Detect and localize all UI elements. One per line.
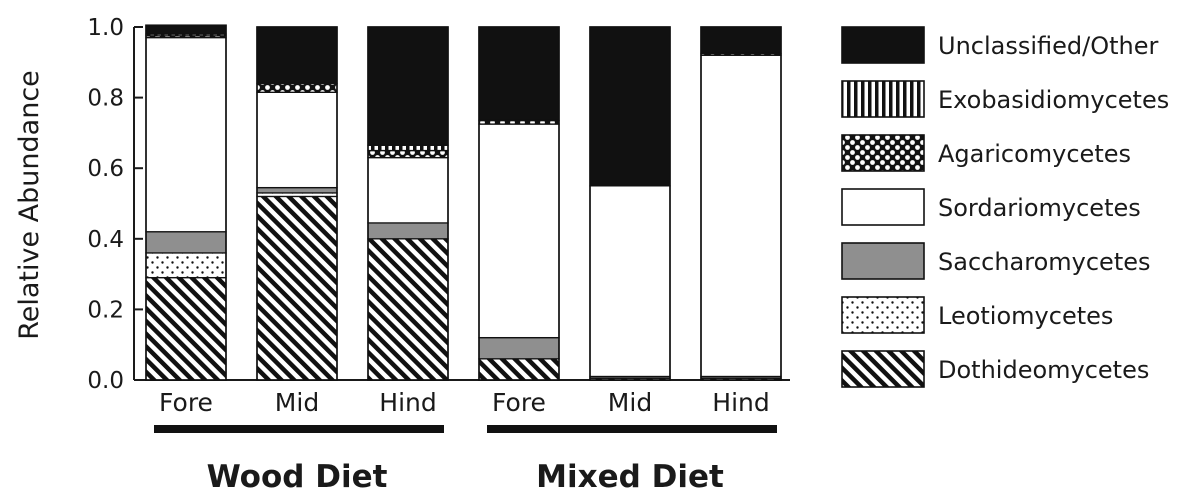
legend-item: Exobasidiomycetes xyxy=(841,80,1169,118)
bar-stack xyxy=(256,26,338,381)
x-tick-label: Fore xyxy=(159,388,213,417)
group-bracket xyxy=(154,425,444,433)
group-bracket xyxy=(487,425,777,433)
bar-outline xyxy=(256,26,338,381)
bar-segment xyxy=(367,149,449,159)
legend-label: Leotiomycetes xyxy=(938,302,1113,330)
bar-segment xyxy=(367,156,449,224)
bar-segment xyxy=(478,26,560,122)
bar-segment xyxy=(478,358,560,381)
group-labels: Wood Diet Mixed Diet xyxy=(154,425,777,490)
legend-swatch xyxy=(841,188,925,226)
category-labels: Fore Mid Hind Fore Mid Hind xyxy=(159,388,770,417)
legend-item: Agaricomycetes xyxy=(841,134,1131,172)
legend-label: Sordariomycetes xyxy=(938,194,1141,222)
legend: Unclassified/Other Exobasidiomycetes Agari… xyxy=(841,26,1169,388)
legend-item: Sordariomycetes xyxy=(841,188,1141,226)
bar-segment xyxy=(145,276,227,381)
bar-segment xyxy=(589,185,671,378)
legend-item: Dothideomycetes xyxy=(841,350,1149,388)
bar-segment xyxy=(367,26,449,146)
legend-label: Saccharomycetes xyxy=(938,248,1151,276)
legend-label: Agaricomycetes xyxy=(938,140,1131,168)
bar-outline xyxy=(145,24,227,381)
group-label: Wood Diet xyxy=(207,459,388,490)
y-tick-label: 1.0 xyxy=(87,15,124,41)
x-tick-label: Mid xyxy=(608,388,652,417)
bar-segment xyxy=(256,82,338,93)
y-tick-label: 0.8 xyxy=(87,86,124,112)
bar-segment xyxy=(367,144,449,152)
y-tick-label: 0.0 xyxy=(87,368,124,394)
legend-swatch xyxy=(841,350,925,388)
legend-swatch xyxy=(841,80,925,118)
bar-segment xyxy=(145,252,227,279)
group-label: Mixed Diet xyxy=(536,459,724,490)
bar-segment xyxy=(700,54,782,378)
legend-swatch xyxy=(841,134,925,172)
bar-segment xyxy=(256,26,338,85)
bar-segment xyxy=(367,222,449,240)
bar-stack xyxy=(700,26,782,381)
bar-segment xyxy=(256,91,338,189)
bars-layer xyxy=(145,24,782,381)
y-axis: 0.0 0.2 0.4 0.6 0.8 1.0 xyxy=(87,15,790,394)
x-tick-label: Hind xyxy=(379,388,436,417)
bar-stack xyxy=(589,26,671,381)
bar-segment xyxy=(256,195,338,381)
bar-outline xyxy=(478,26,560,381)
legend-item: Saccharomycetes xyxy=(841,242,1151,280)
bar-segment xyxy=(478,123,560,339)
legend-swatch xyxy=(841,296,925,334)
legend-item: Leotiomycetes xyxy=(841,296,1113,334)
bar-segment xyxy=(589,26,671,187)
bar-segment xyxy=(478,336,560,360)
bar-outline xyxy=(700,26,782,381)
legend-swatch xyxy=(841,242,925,280)
bar-stack xyxy=(478,26,560,381)
x-tick-label: Mid xyxy=(275,388,319,417)
legend-label: Exobasidiomycetes xyxy=(938,86,1169,114)
bar-segment xyxy=(145,231,227,254)
y-tick-label: 0.4 xyxy=(87,227,124,253)
bar-segment xyxy=(256,186,338,194)
bar-segment xyxy=(145,36,227,233)
x-tick-label: Hind xyxy=(712,388,769,417)
x-tick-label: Fore xyxy=(492,388,546,417)
bar-stack xyxy=(145,24,227,381)
bar-stack xyxy=(367,26,449,381)
bar-segment xyxy=(700,26,782,55)
legend-label: Unclassified/Other xyxy=(938,32,1159,60)
y-tick-label: 0.6 xyxy=(87,156,124,182)
y-axis-title: Relative Abundance xyxy=(14,70,45,340)
bar-outline xyxy=(367,26,449,381)
bar-segment xyxy=(145,24,227,35)
legend-label: Dothideomycetes xyxy=(938,356,1149,384)
y-tick-label: 0.2 xyxy=(87,297,124,323)
bar-outline xyxy=(589,26,671,381)
legend-swatch xyxy=(841,26,925,64)
legend-item: Unclassified/Other xyxy=(841,26,1159,64)
bar-segment xyxy=(367,238,449,381)
